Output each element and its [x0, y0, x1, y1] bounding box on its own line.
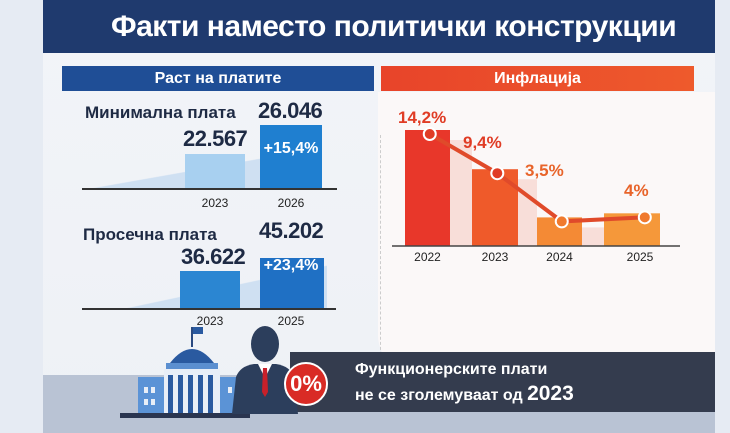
message-box	[290, 352, 715, 412]
message-line2: не се зголемуваат од	[355, 387, 528, 404]
inflation-bar-shadow	[582, 227, 604, 246]
inflation-header: Инфлација	[381, 66, 694, 91]
min-wage-year: 2023	[201, 196, 229, 210]
inflation-point	[637, 210, 652, 225]
inflation-bar-shadow	[518, 179, 537, 246]
inflation-bar-2022	[405, 130, 450, 246]
min-wage-value-2026: 26.046	[258, 98, 323, 123]
inflation-value-label: 3,5%	[525, 161, 564, 180]
message-line1: Функционерските плати	[355, 361, 548, 378]
inflation-point	[554, 214, 569, 229]
message-year: 2023	[527, 382, 574, 405]
min-wage-bar-2026	[260, 125, 322, 188]
min-wage-label: Минимална плата	[85, 103, 236, 122]
page-title: Факти наместо политички конструкции	[43, 0, 715, 53]
avg-wage-change: +23,4%	[263, 257, 319, 274]
inflation-line	[428, 132, 645, 224]
min-wage-value-2023: 22.567	[183, 126, 248, 151]
divider	[380, 135, 381, 365]
inflation-value-label: 14,2%	[398, 108, 447, 127]
message-text: Функционерските плати не се зголемуваат …	[355, 358, 574, 408]
avg-wage-year: 2023	[196, 314, 224, 328]
inflation-year-label: 2024	[546, 250, 573, 264]
avg-wage-label: Просечна плата	[83, 225, 217, 244]
zero-percent-badge: 0%	[284, 362, 328, 406]
wages-header: Раст на платите	[62, 66, 374, 91]
inflation-bar-shadow	[450, 140, 472, 246]
avg-wage-value-2023: 36.622	[181, 244, 246, 269]
inflation-year-label: 2025	[626, 250, 654, 264]
inflation-year-label: 2023	[481, 250, 509, 264]
min-wage-year: 2026	[277, 196, 305, 210]
avg-wage-bar-2023	[180, 271, 240, 308]
parliament-building-icon	[120, 327, 250, 418]
official-silhouette-icon	[232, 326, 298, 414]
avg-wage-value-2025: 45.202	[259, 218, 324, 243]
min-wage-change: +15,4%	[263, 140, 319, 157]
inflation-point	[422, 127, 437, 141]
inflation-value-label: 4%	[624, 181, 649, 200]
min-wage-bar-2023	[185, 154, 245, 188]
avg-wage-axis	[82, 308, 336, 310]
inflation-point	[490, 166, 505, 181]
avg-wage-bar-2025	[260, 258, 324, 308]
inflation-value-label: 9,4%	[463, 133, 502, 152]
avg-wage-year: 2025	[277, 314, 305, 328]
inflation-year-label: 2022	[414, 250, 441, 264]
inflation-bar-2023	[472, 169, 518, 246]
min-wage-axis	[82, 188, 337, 190]
